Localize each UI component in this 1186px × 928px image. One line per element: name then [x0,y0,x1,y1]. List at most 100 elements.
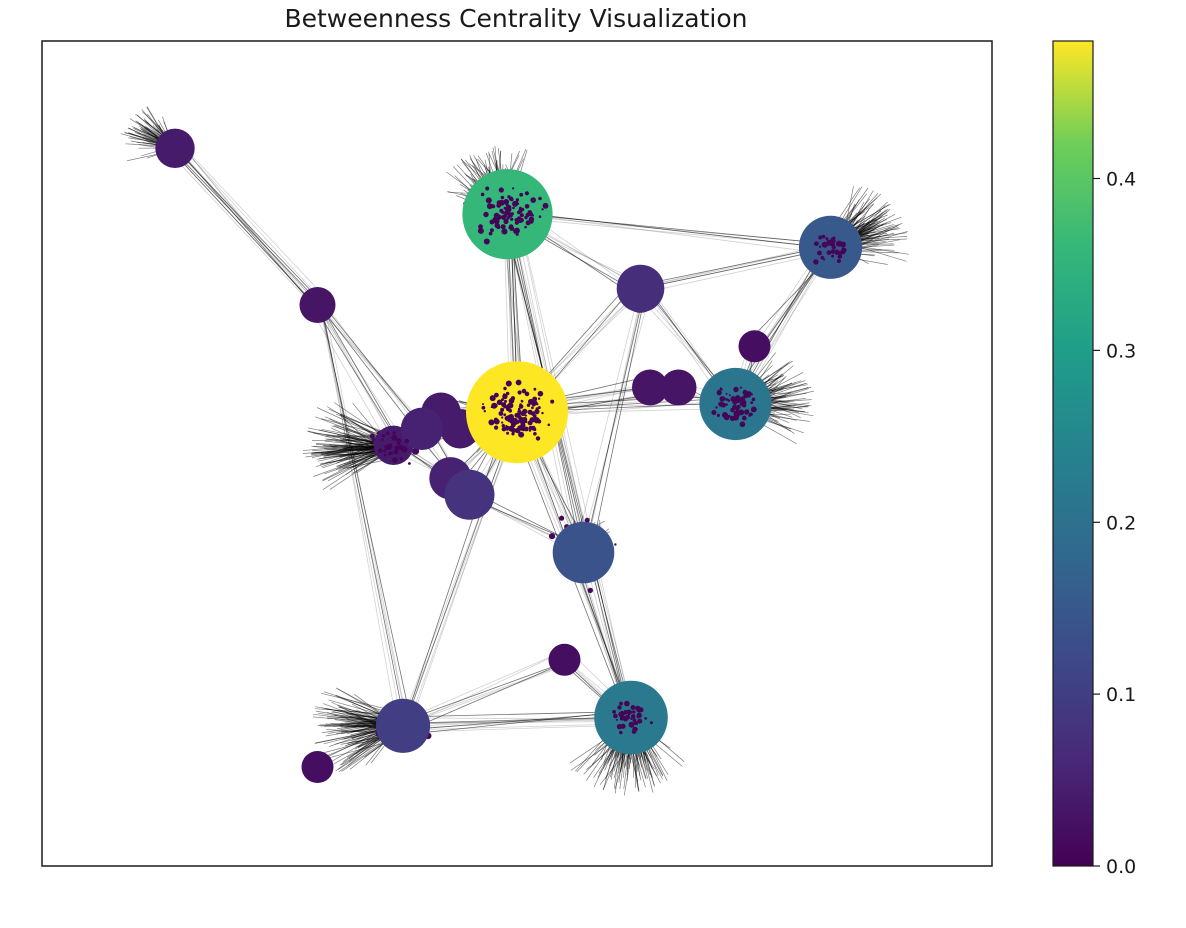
small-node [542,202,549,209]
network-edge [400,408,521,725]
network-edge [406,719,628,725]
small-node [531,214,535,217]
small-node [644,717,647,720]
small-node [501,398,504,402]
small-node [519,213,524,218]
colorbar-tick-label: 0.3 [1106,340,1136,362]
colorbar: 0.0 0.1 0.2 0.3 0.4 [1052,40,1136,878]
small-node [503,393,506,396]
small-node [740,399,747,406]
network-edge [317,305,402,437]
network-edge [642,243,828,288]
hub-node [798,215,863,279]
small-node [371,437,375,441]
small-node [750,406,757,413]
small-node [817,250,822,256]
network-edge [407,724,629,733]
small-node [736,404,741,409]
small-node [632,710,636,714]
network-edge [316,305,423,427]
plot-frame [41,40,993,867]
small-node [813,242,817,246]
small-node [823,258,826,261]
small-node [730,396,736,402]
small-node [628,721,635,728]
small-node [505,380,512,387]
network-edge [404,654,557,728]
small-node [559,515,565,521]
small-node [728,414,731,418]
small-node [401,446,408,453]
small-node [548,533,556,540]
hub-node [548,643,581,676]
network-edge [576,287,641,544]
small-node [818,235,823,240]
small-node [501,228,508,235]
small-node [624,700,630,707]
small-node [392,431,396,435]
small-node [483,238,490,245]
small-node [533,387,537,391]
network-edge [183,148,318,312]
small-node [502,214,506,218]
small-node [499,208,504,213]
small-node [503,386,507,391]
small-node [500,407,505,412]
small-node [725,398,729,401]
hub-node [660,369,697,406]
network-edge [322,315,397,446]
hub-node [375,698,431,753]
small-node [396,438,402,444]
network-edge [405,711,623,718]
small-node [634,721,639,726]
network-edge [590,300,645,554]
small-node [630,717,633,720]
hub-node [299,287,336,323]
network-edge [318,303,425,428]
small-node [494,425,499,430]
network-edge [322,295,410,732]
small-node [496,200,502,206]
small-node [735,397,741,404]
hub-node [738,330,771,363]
small-node [490,406,493,409]
small-node [507,195,511,199]
small-node [524,191,530,196]
small-node [481,405,486,410]
hub-node [400,407,444,450]
network-edge [316,301,415,429]
small-node [498,187,504,193]
small-node [531,406,534,410]
small-node [532,414,537,418]
network-edge [579,300,649,553]
small-node [614,543,617,546]
small-node [541,208,544,211]
small-node [477,227,484,234]
small-node [841,247,847,253]
small-node [511,428,517,433]
plot-area [41,40,993,867]
small-node [506,431,510,435]
small-node [627,709,631,714]
hub-node [301,751,334,783]
small-node [392,457,398,463]
small-node [524,225,527,229]
small-node [830,249,836,254]
small-node [733,386,739,393]
small-node [518,432,522,437]
network-edge [403,408,519,728]
small-node [515,200,519,204]
network-edge [517,212,625,719]
small-node [503,405,507,409]
small-node [483,410,486,413]
small-node [528,429,532,432]
small-node [637,718,643,724]
network-edge [585,290,644,551]
small-node [478,224,483,230]
network-edge [400,723,631,731]
network-edge [170,147,317,300]
hub-nodes-layer [155,128,863,783]
network-edge [181,145,316,307]
small-node [500,202,504,206]
small-node [537,390,544,397]
